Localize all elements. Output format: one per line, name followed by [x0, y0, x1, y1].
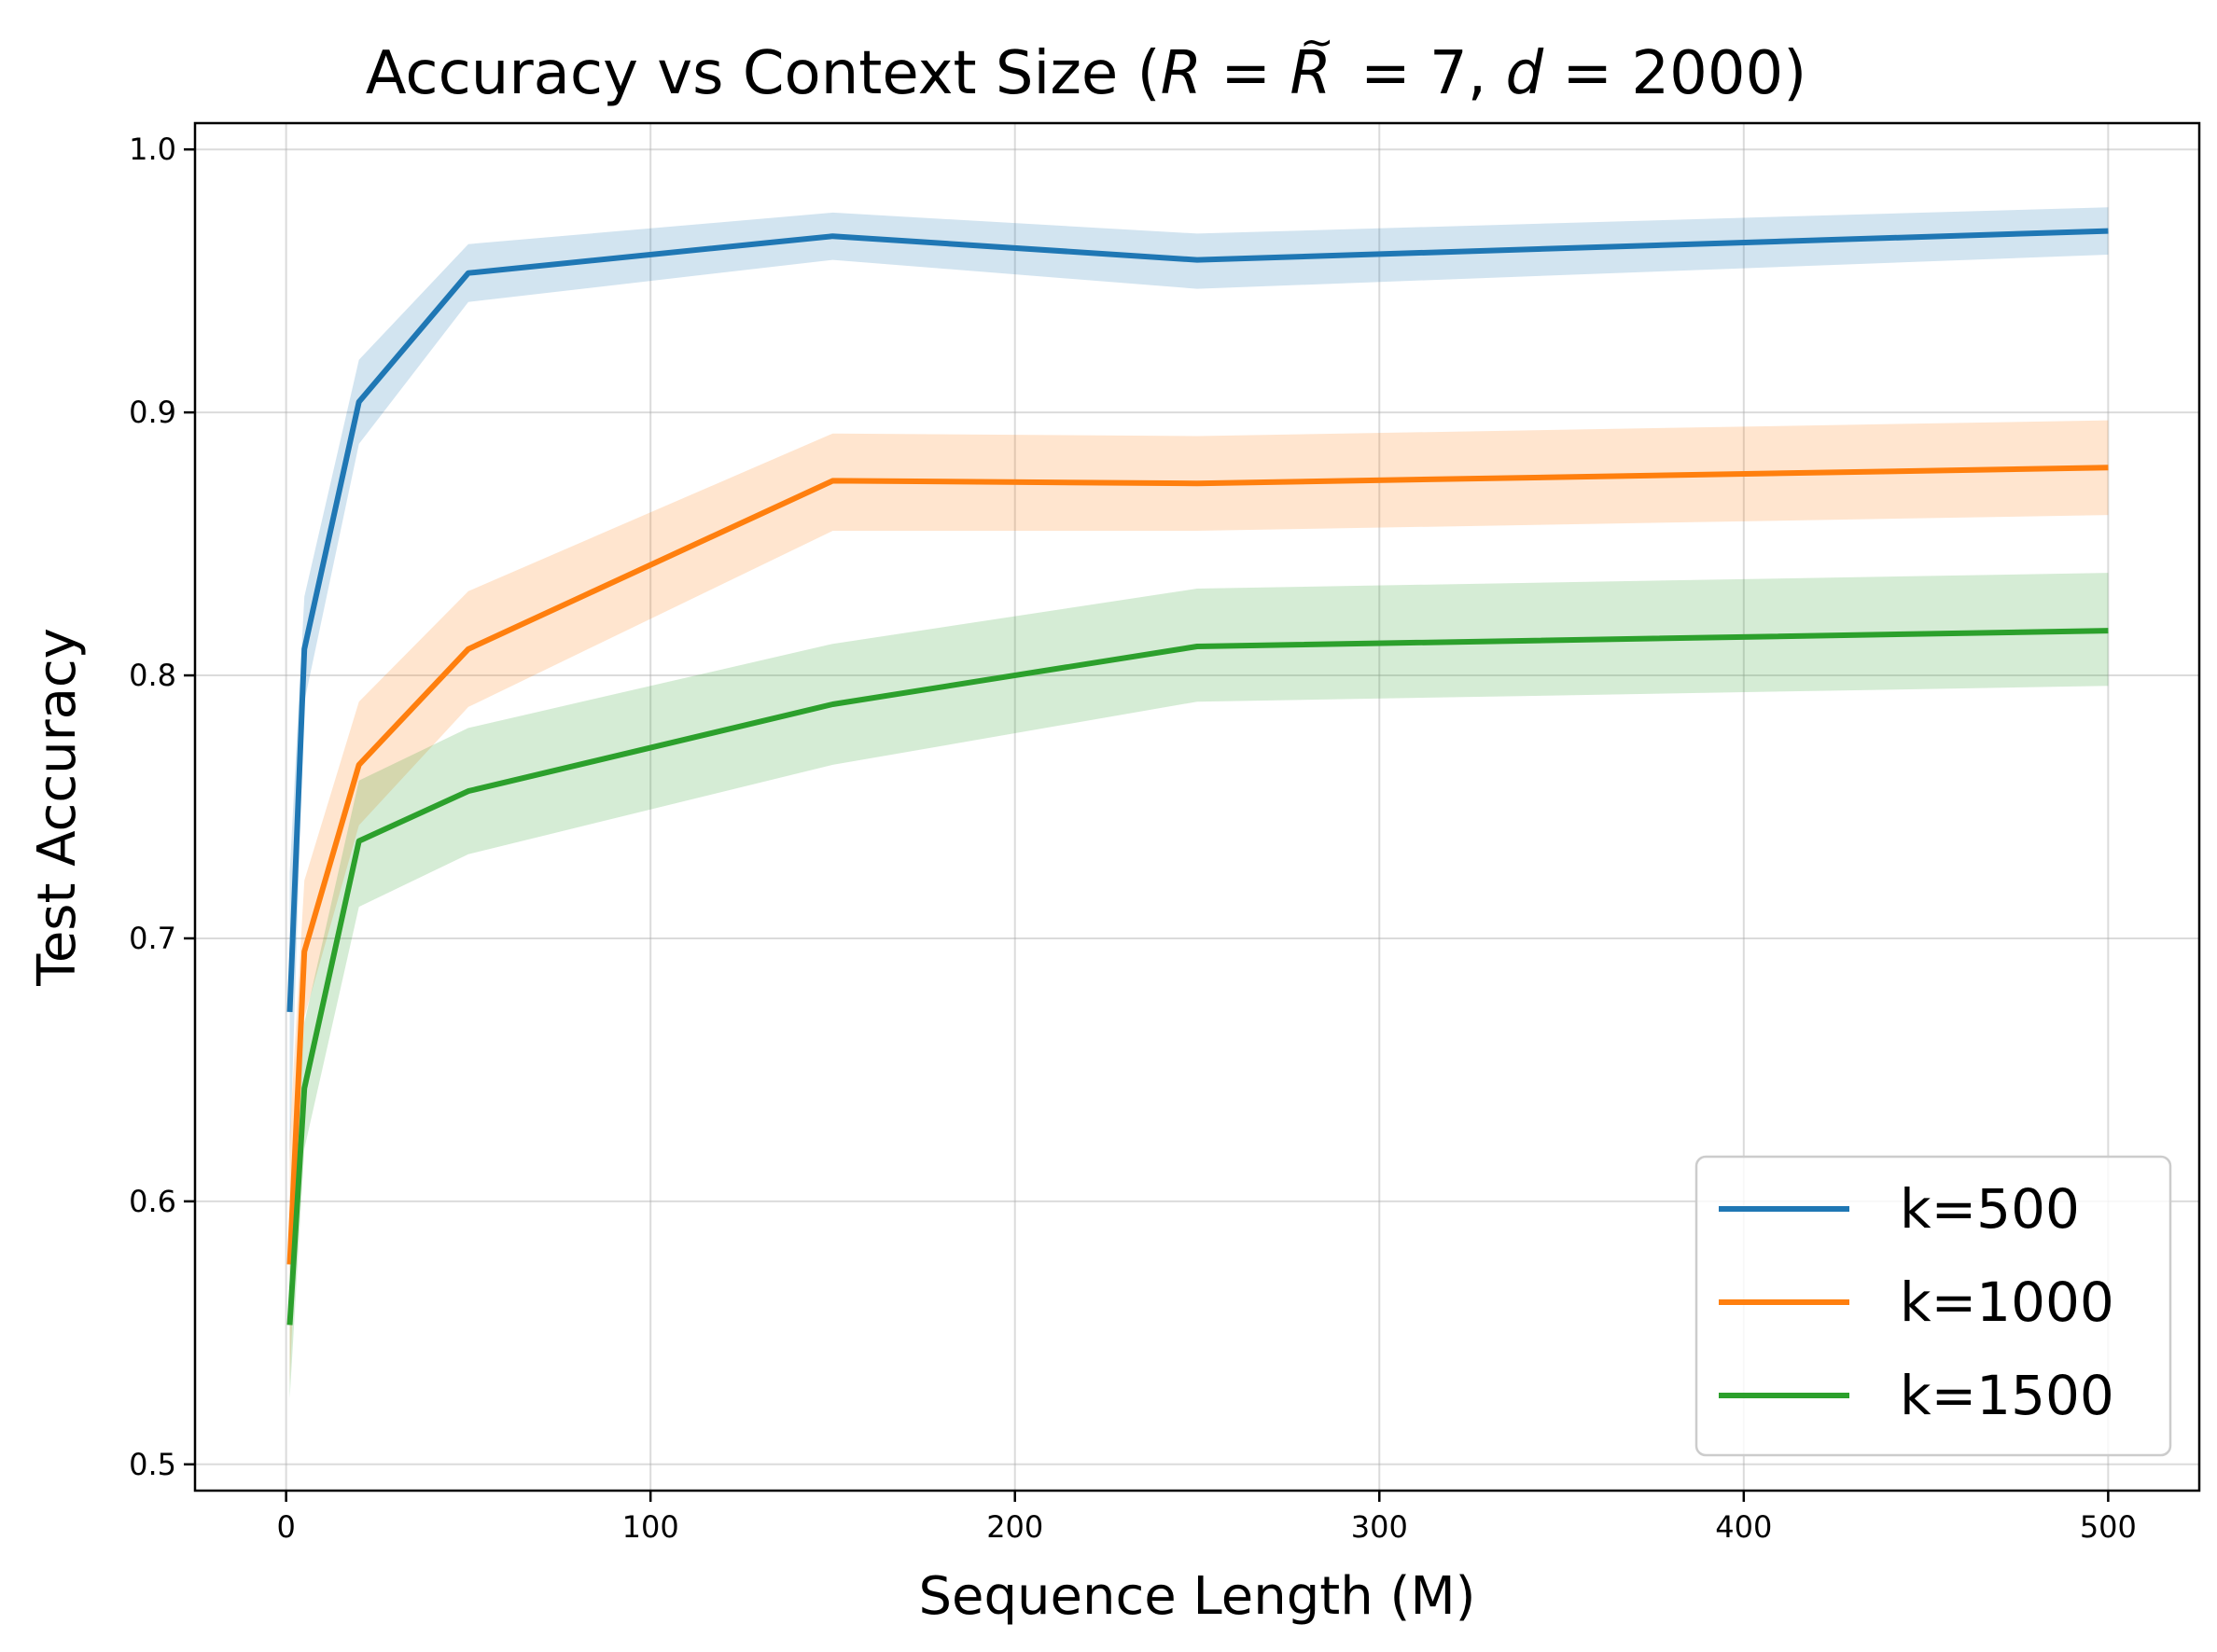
plot-area-frame [193, 121, 2201, 1492]
legend-label-k1000: k=1000 [1900, 1270, 2114, 1334]
x-tick-label: 500 [2080, 1509, 2137, 1545]
legend-box [1694, 1155, 2172, 1457]
y-tick-label: 0.9 [129, 395, 176, 430]
y-tick-label: 0.6 [129, 1184, 176, 1219]
confidence-band-k1000 [289, 420, 2109, 1386]
legend-label-k500: k=500 [1900, 1177, 2080, 1241]
confidence-band-k1500 [289, 573, 2109, 1399]
title-var-r: R [1161, 39, 1202, 108]
x-tick-label: 200 [986, 1509, 1043, 1545]
x-tick-label: 300 [1351, 1509, 1408, 1545]
y-tick-label: 0.7 [129, 921, 176, 956]
y-tick-label: 0.5 [129, 1447, 176, 1482]
title-prefix: Accuracy vs Context Size ( [366, 39, 1161, 108]
confidence-bands [289, 207, 2109, 1399]
y-tick-label: 0.8 [129, 658, 176, 693]
title-var-d: d [1505, 39, 1543, 108]
title-eq2: = 7, [1342, 39, 1506, 108]
legend-label-k1500: k=1500 [1900, 1364, 2114, 1427]
y-tick-label: 1.0 [129, 132, 176, 167]
y-axis-ticks: 0.5 0.6 0.7 0.8 0.9 1.0 [129, 132, 195, 1482]
title-tilde: ~ [1300, 19, 1334, 66]
x-axis-label: Sequence Length (M) [919, 1566, 1476, 1627]
series-line-k1500 [286, 628, 2109, 1326]
series-line-k1000 [286, 465, 2109, 1265]
chart-title: Accuracy vs Context Size (R = R~ = 7, d … [366, 19, 1806, 108]
series-lines [286, 228, 2109, 1326]
x-axis-ticks: 0 100 200 300 400 500 [276, 1491, 2137, 1545]
x-tick-label: 0 [276, 1509, 295, 1545]
y-axis-label: Test Accuracy [27, 628, 88, 987]
x-tick-label: 400 [1715, 1509, 1772, 1545]
legend: k=500 k=1000 k=1500 [1694, 1155, 2172, 1457]
series-line-k500 [286, 228, 2109, 1013]
x-tick-label: 100 [622, 1509, 679, 1545]
title-eq1: = [1202, 39, 1290, 108]
title-var-rtilde: R [1290, 39, 1331, 108]
title-eq3: = 2000) [1543, 39, 1806, 108]
